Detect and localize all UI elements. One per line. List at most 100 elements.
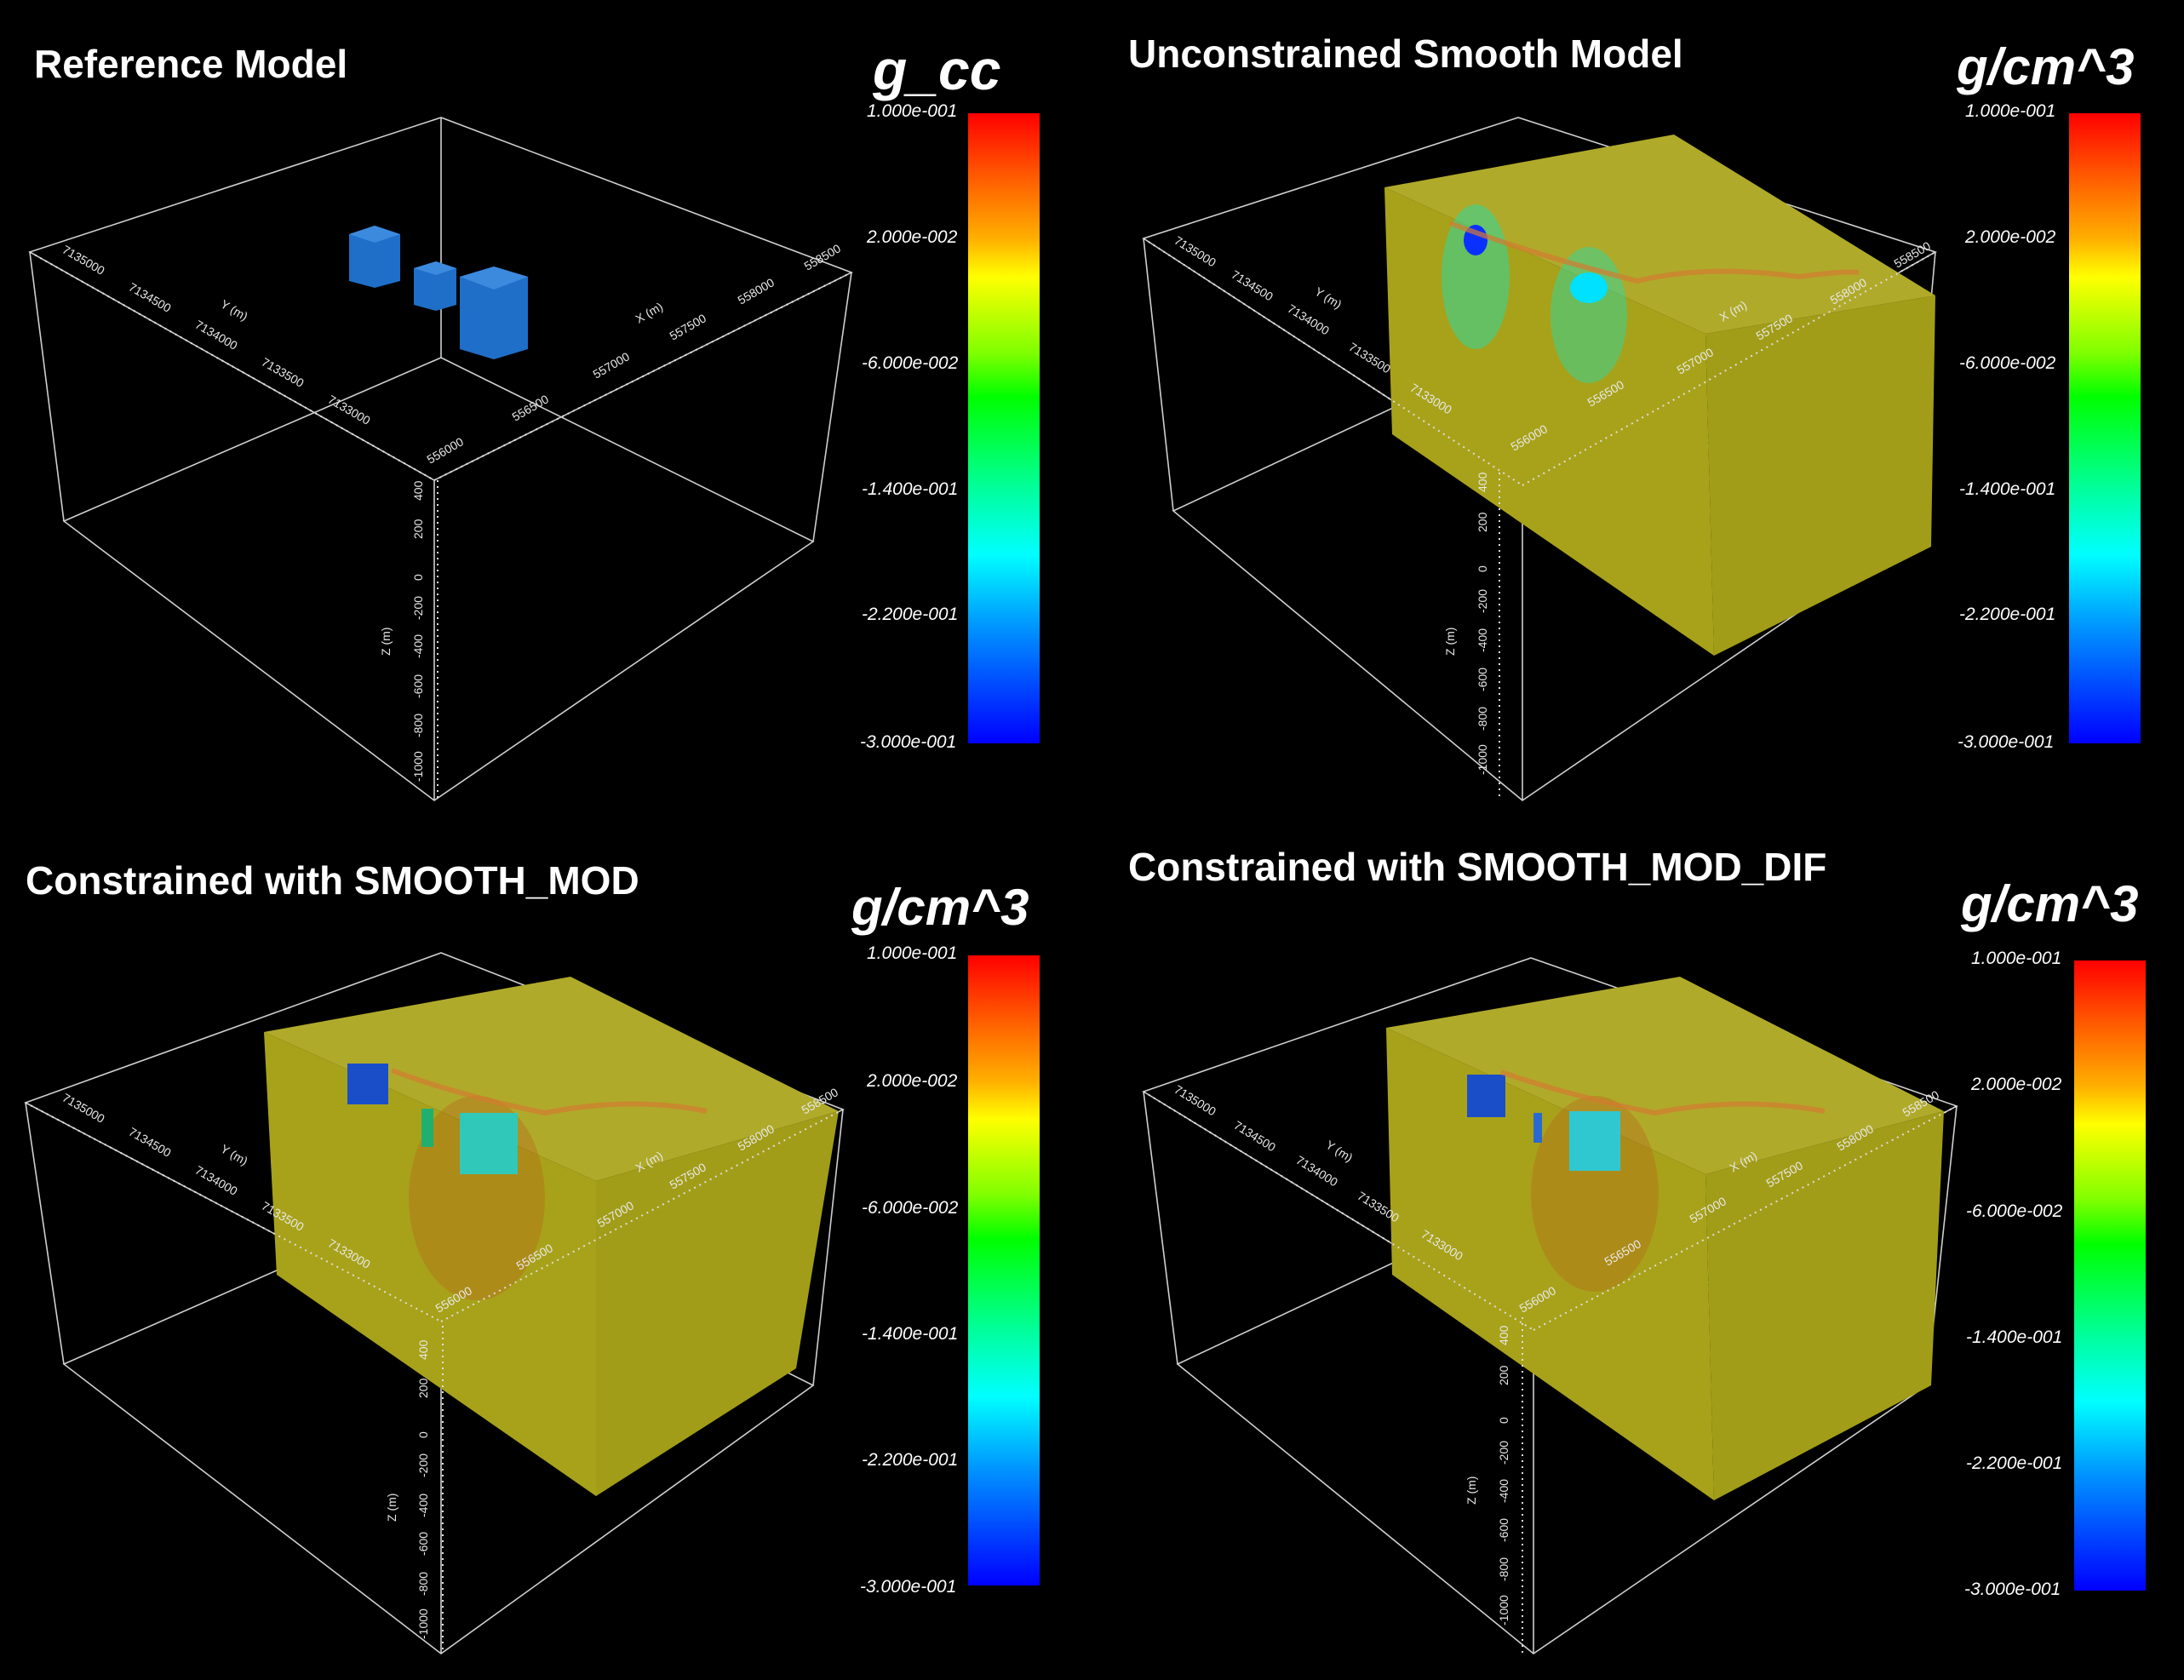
colorbar-tick: -1.400e-001	[862, 479, 959, 499]
z-tick-label: 400	[1497, 1325, 1510, 1345]
y-tick-label: 7133500	[260, 355, 307, 390]
y-tick-label: 7134500	[127, 280, 174, 315]
colorbar-tick: -3.000e-001	[860, 732, 957, 752]
colorbar	[968, 113, 1040, 743]
z-tick-label: 200	[1497, 1365, 1510, 1385]
3d-scene: Y (m) 7135000 7134500 7134000 7133500 71…	[1142, 957, 1958, 1654]
y-axis-title: Y (m)	[219, 297, 250, 324]
z-axis: Z (m) 400 200 0 -200 -400 -600 -800 -100…	[385, 1326, 444, 1654]
x-axis-title: X (m)	[633, 300, 666, 326]
z-tick-label: -1000	[411, 751, 425, 782]
3d-scene: Y (m) 7135000 7134500 7134000 7133500 71…	[24, 952, 845, 1654]
z-axis: Z (m) 400 200 0 -200 -400 -600 -800 -100…	[1443, 472, 1500, 800]
z-tick-label: -1000	[1497, 1595, 1510, 1626]
colorbar-tick: 1.000e-001	[867, 101, 958, 121]
colorbar-tick: -6.000e-002	[862, 353, 959, 373]
x-tick-label: 557500	[668, 311, 709, 342]
3d-scene: Y (m) 7135000 7134500 7134000 7133500 71…	[28, 117, 853, 801]
colorbar-tick: -1.400e-001	[862, 1324, 959, 1344]
colorbar-tick: -1.400e-001	[1959, 479, 2056, 499]
colorbar-unit: g_cc	[873, 38, 1001, 101]
x-tick-label: 556000	[425, 434, 467, 466]
z-tick-label: -1000	[1476, 744, 1489, 775]
y-tick-label: 7134000	[193, 318, 240, 353]
z-tick-label: -200	[416, 1454, 430, 1477]
y-tick-label: 7135000	[60, 1091, 107, 1126]
z-tick-label: 200	[411, 519, 425, 539]
y-tick-label: 7134000	[193, 1163, 240, 1198]
z-tick-label: 400	[416, 1339, 430, 1360]
anomaly-bodies	[349, 226, 528, 359]
model-volume	[1384, 135, 1935, 656]
z-axis-title: Z (m)	[1443, 628, 1457, 656]
z-tick-label: -400	[1497, 1479, 1510, 1503]
z-tick-label: 200	[416, 1378, 430, 1398]
panel-title: Constrained with SMOOTH_MOD	[26, 858, 639, 903]
colorbar-tick: -6.000e-002	[1959, 353, 2056, 373]
colorbar-tick: -3.000e-001	[1964, 1580, 2061, 1599]
z-tick-label: -200	[411, 596, 425, 620]
z-tick-label: 0	[1497, 1417, 1510, 1424]
z-tick-label: -600	[411, 674, 425, 698]
3d-scene: Y (m) 7135000 7134500 7134000 7133500 71…	[1142, 117, 1937, 802]
y-tick-label: 7133500	[1346, 340, 1393, 376]
colorbar-tick: -1.400e-001	[1966, 1327, 2063, 1347]
y-tick-label: 7134500	[127, 1125, 174, 1160]
colorbar-tick: 2.000e-002	[1971, 1075, 2062, 1094]
y-tick-label: 7134000	[1293, 1153, 1340, 1190]
z-tick-label: 400	[1476, 472, 1489, 492]
z-tick-label: 0	[416, 1431, 430, 1438]
colorbar-tick: -3.000e-001	[1958, 732, 2055, 752]
y-tick-label: 7134500	[1231, 1118, 1278, 1155]
colorbar	[2069, 113, 2141, 743]
panel-reference-model: Y (m) 7135000 7134500 7134000 7133500 71…	[0, 0, 1092, 840]
z-tick-label: -1000	[416, 1608, 430, 1639]
y-axis-title: Y (m)	[219, 1142, 250, 1168]
colorbar-tick: -6.000e-002	[1966, 1201, 2063, 1221]
z-tick-label: -600	[416, 1532, 430, 1556]
panel-constrained-smooth-mod-dif: Y (m) 7135000 7134500 7134000 7133500 71…	[1092, 840, 2184, 1680]
z-axis-title: Z (m)	[379, 628, 393, 656]
z-tick-label: -200	[1476, 589, 1489, 613]
panel-title: Unconstrained Smooth Model	[1128, 32, 1683, 76]
colorbar-tick: -3.000e-001	[860, 1577, 957, 1597]
z-axis-title: Z (m)	[1465, 1476, 1478, 1505]
colorbar-tick: 1.000e-001	[1971, 949, 2062, 968]
z-tick-label: -400	[411, 634, 425, 658]
z-tick-label: -800	[1497, 1557, 1510, 1581]
x-tick-label: 557000	[591, 349, 633, 381]
model-volume	[1386, 977, 1944, 1500]
colorbar-tick: -2.200e-001	[1959, 605, 2056, 624]
panel-unconstrained-smooth-model: Y (m) 7135000 7134500 7134000 7133500 71…	[1092, 0, 2184, 840]
colorbar-tick: -6.000e-002	[862, 1198, 959, 1218]
x-tick-label: 558000	[736, 275, 777, 307]
model-volume	[264, 977, 839, 1496]
colorbar-tick: 2.000e-002	[1965, 227, 2056, 247]
y-tick-label: 7135000	[1172, 233, 1218, 270]
colorbar-tick: 2.000e-002	[867, 227, 958, 247]
colorbar-tick: 1.000e-001	[1965, 101, 2056, 121]
colorbar-tick: 1.000e-001	[867, 943, 958, 963]
colorbar	[2074, 960, 2146, 1591]
z-tick-label: -800	[411, 714, 425, 737]
panel-title: Reference Model	[34, 42, 348, 86]
z-axis-title: Z (m)	[385, 1494, 398, 1522]
panel-constrained-smooth-mod: Y (m) 7135000 7134500 7134000 7133500 71…	[0, 840, 1092, 1680]
y-axis-title: Y (m)	[1323, 1138, 1355, 1165]
z-tick-label: 400	[411, 480, 425, 501]
z-tick-label: 0	[411, 574, 425, 581]
colorbar-unit: g/cm^3	[1957, 38, 2135, 95]
colorbar-tick: -2.200e-001	[1966, 1454, 2063, 1473]
colorbar-unit: g/cm^3	[1961, 875, 2139, 932]
colorbar-tick: -2.200e-001	[862, 605, 959, 624]
colorbar	[968, 955, 1040, 1585]
z-axis: Z (m) 400 200 0 -200 -400 -600 -800 -100…	[1465, 1317, 1523, 1654]
z-tick-label: 0	[1476, 565, 1489, 572]
z-tick-label: -600	[1476, 668, 1489, 691]
z-tick-label: -200	[1497, 1441, 1510, 1465]
y-tick-label: 7134000	[1285, 301, 1332, 338]
colorbar-tick: 2.000e-002	[867, 1071, 958, 1091]
z-axis: Z (m) 400 200 0 -200 -400 -600 -800 -100…	[379, 480, 439, 800]
z-tick-label: -800	[1476, 707, 1489, 731]
y-axis-title: Y (m)	[1312, 284, 1344, 312]
